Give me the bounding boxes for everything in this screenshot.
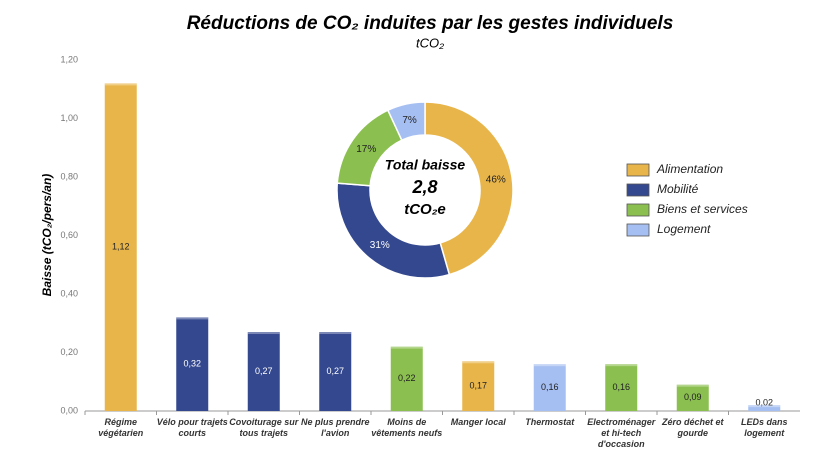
legend-swatch bbox=[626, 203, 650, 217]
bar-edge bbox=[390, 346, 423, 349]
bar bbox=[676, 384, 709, 411]
x-tick-label: LEDs dans logement bbox=[740, 417, 788, 438]
value-label: 0,27 bbox=[326, 366, 344, 376]
y-tick-label: 0,40 bbox=[60, 288, 78, 298]
legend-swatch bbox=[626, 163, 650, 177]
y-tick-label: 0,00 bbox=[60, 405, 78, 415]
value-label: 0,27 bbox=[255, 366, 273, 376]
x-tick-label: Zéro déchet et gourde bbox=[661, 417, 724, 438]
bar-edge bbox=[462, 361, 495, 364]
y-tick-label: 0,80 bbox=[60, 171, 78, 181]
slice-label: 17% bbox=[356, 144, 376, 155]
value-label: 0,16 bbox=[612, 382, 630, 392]
value-label: 0,32 bbox=[183, 359, 201, 369]
bar-edge bbox=[676, 384, 709, 387]
slice-label: 7% bbox=[402, 115, 417, 126]
y-axis-title: Baisse (tCO₂/pers/an) bbox=[40, 174, 54, 297]
value-label: 0,17 bbox=[469, 381, 487, 391]
bar-edge bbox=[748, 405, 781, 408]
value-label: 1,12 bbox=[112, 242, 130, 252]
donut-slice bbox=[424, 101, 514, 276]
bar bbox=[390, 346, 423, 411]
bar bbox=[605, 364, 638, 411]
legend-label: Alimentation bbox=[656, 162, 723, 176]
bar-edge bbox=[176, 317, 209, 320]
slice-label: 46% bbox=[486, 175, 506, 186]
y-tick-label: 0,20 bbox=[60, 347, 78, 357]
legend-swatch bbox=[626, 183, 650, 197]
x-tick-label: Covoiturage sur tous trajets bbox=[229, 417, 299, 438]
bar bbox=[176, 317, 209, 411]
legend-label: Logement bbox=[657, 222, 711, 236]
x-tick-label: Vélo pour trajets courts bbox=[156, 417, 228, 438]
bar-edge bbox=[247, 332, 280, 335]
x-tick-label: Régime végétarien bbox=[98, 417, 144, 438]
chart-title: Réductions de CO₂ induites par les geste… bbox=[187, 13, 674, 34]
chart-subtitle: tCO₂ bbox=[416, 35, 444, 50]
bar bbox=[748, 405, 781, 411]
x-tick-label: Manger local bbox=[450, 417, 506, 427]
donut-slice bbox=[336, 182, 451, 279]
value-label: 0,09 bbox=[684, 392, 702, 402]
center-text: 2,8 bbox=[411, 177, 437, 197]
bar-edge bbox=[533, 364, 566, 367]
legend-label: Mobilité bbox=[657, 182, 699, 196]
x-tick-label: Moins de vêtements neufs bbox=[371, 417, 443, 438]
x-tick-label: Ne plus prendre l'avion bbox=[300, 417, 370, 438]
bar-edge bbox=[319, 332, 352, 335]
x-tick-label: Thermostat bbox=[525, 417, 575, 427]
legend-swatch bbox=[626, 223, 650, 237]
slice-label: 31% bbox=[370, 240, 390, 251]
donut-slice bbox=[386, 101, 426, 142]
center-text: Total baisse bbox=[385, 157, 466, 173]
bar bbox=[104, 83, 137, 412]
bar bbox=[247, 332, 280, 411]
bar bbox=[533, 364, 566, 411]
bar-edge bbox=[104, 83, 137, 86]
center-text: tCO₂e bbox=[404, 201, 446, 218]
bar bbox=[319, 332, 352, 411]
value-label: 0,22 bbox=[398, 373, 416, 383]
bar-edge bbox=[605, 364, 638, 367]
y-tick-label: 1,20 bbox=[60, 54, 78, 64]
value-label: 0,16 bbox=[541, 382, 559, 392]
legend-label: Biens et services bbox=[657, 202, 748, 216]
bar bbox=[462, 361, 495, 411]
y-tick-label: 1,00 bbox=[60, 113, 78, 123]
x-tick-label: Electroménager et hi-tech d'occasion bbox=[587, 417, 656, 449]
value-label: 0,02 bbox=[755, 398, 773, 408]
y-tick-label: 0,60 bbox=[60, 230, 78, 240]
